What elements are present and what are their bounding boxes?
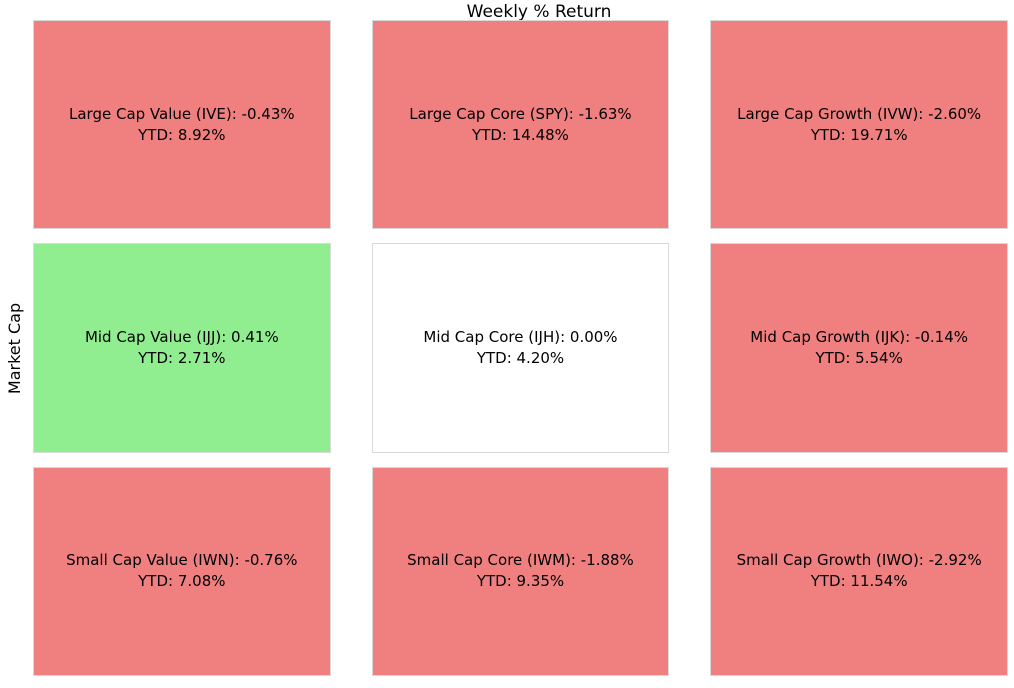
cell-small-cap-value: Small Cap Value (IWN): -0.76% YTD: 7.08% xyxy=(33,466,331,676)
cell-mid-cap-core: Mid Cap Core (IJH): 0.00% YTD: 4.20% xyxy=(371,243,670,453)
cell-weekly-return-text: Mid Cap Core (IJH): 0.00% xyxy=(423,327,618,346)
cell-large-cap-value: Large Cap Value (IVE): -0.43% YTD: 8.92% xyxy=(33,20,331,230)
cell-weekly-return-text: Large Cap Growth (IVW): -2.60% xyxy=(737,104,982,123)
cell-ytd-return-text: YTD: 7.08% xyxy=(138,572,226,591)
style-box-grid: Large Cap Value (IVE): -0.43% YTD: 8.92%… xyxy=(33,20,1008,676)
cell-weekly-return-text: Small Cap Core (IWM): -1.88% xyxy=(407,551,634,570)
cell-weekly-return-text: Small Cap Value (IWN): -0.76% xyxy=(66,551,298,570)
cell-small-cap-growth: Small Cap Growth (IWO): -2.92% YTD: 11.5… xyxy=(710,466,1008,676)
cell-weekly-return-text: Mid Cap Value (IJJ): 0.41% xyxy=(84,327,279,346)
cell-weekly-return-text: Mid Cap Growth (IJK): -0.14% xyxy=(750,327,968,346)
cell-ytd-return-text: YTD: 9.35% xyxy=(476,572,565,591)
cell-small-cap-core: Small Cap Core (IWM): -1.88% YTD: 9.35% xyxy=(371,466,670,676)
cell-ytd-return-text: YTD: 14.48% xyxy=(472,125,569,144)
cell-ytd-return-text: YTD: 2.71% xyxy=(138,348,226,367)
y-axis-label-container: Market Cap xyxy=(2,20,28,676)
cell-large-cap-core: Large Cap Core (SPY): -1.63% YTD: 14.48% xyxy=(371,20,670,230)
cell-ytd-return-text: YTD: 8.92% xyxy=(138,125,226,144)
cell-weekly-return-text: Large Cap Core (SPY): -1.63% xyxy=(409,104,632,123)
cell-weekly-return-text: Small Cap Growth (IWO): -2.92% xyxy=(736,551,982,570)
chart-title: Weekly % Return xyxy=(466,2,612,22)
cell-ytd-return-text: YTD: 11.54% xyxy=(810,572,908,591)
cell-weekly-return-text: Large Cap Value (IVE): -0.43% xyxy=(69,104,295,123)
cell-ytd-return-text: YTD: 19.71% xyxy=(810,125,908,144)
cell-ytd-return-text: YTD: 4.20% xyxy=(476,348,565,367)
cell-mid-cap-growth: Mid Cap Growth (IJK): -0.14% YTD: 5.54% xyxy=(710,243,1008,453)
cell-ytd-return-text: YTD: 5.54% xyxy=(815,348,903,367)
y-axis-label: Market Cap xyxy=(5,302,25,394)
cell-mid-cap-value: Mid Cap Value (IJJ): 0.41% YTD: 2.71% xyxy=(33,243,331,453)
cell-large-cap-growth: Large Cap Growth (IVW): -2.60% YTD: 19.7… xyxy=(710,20,1008,230)
